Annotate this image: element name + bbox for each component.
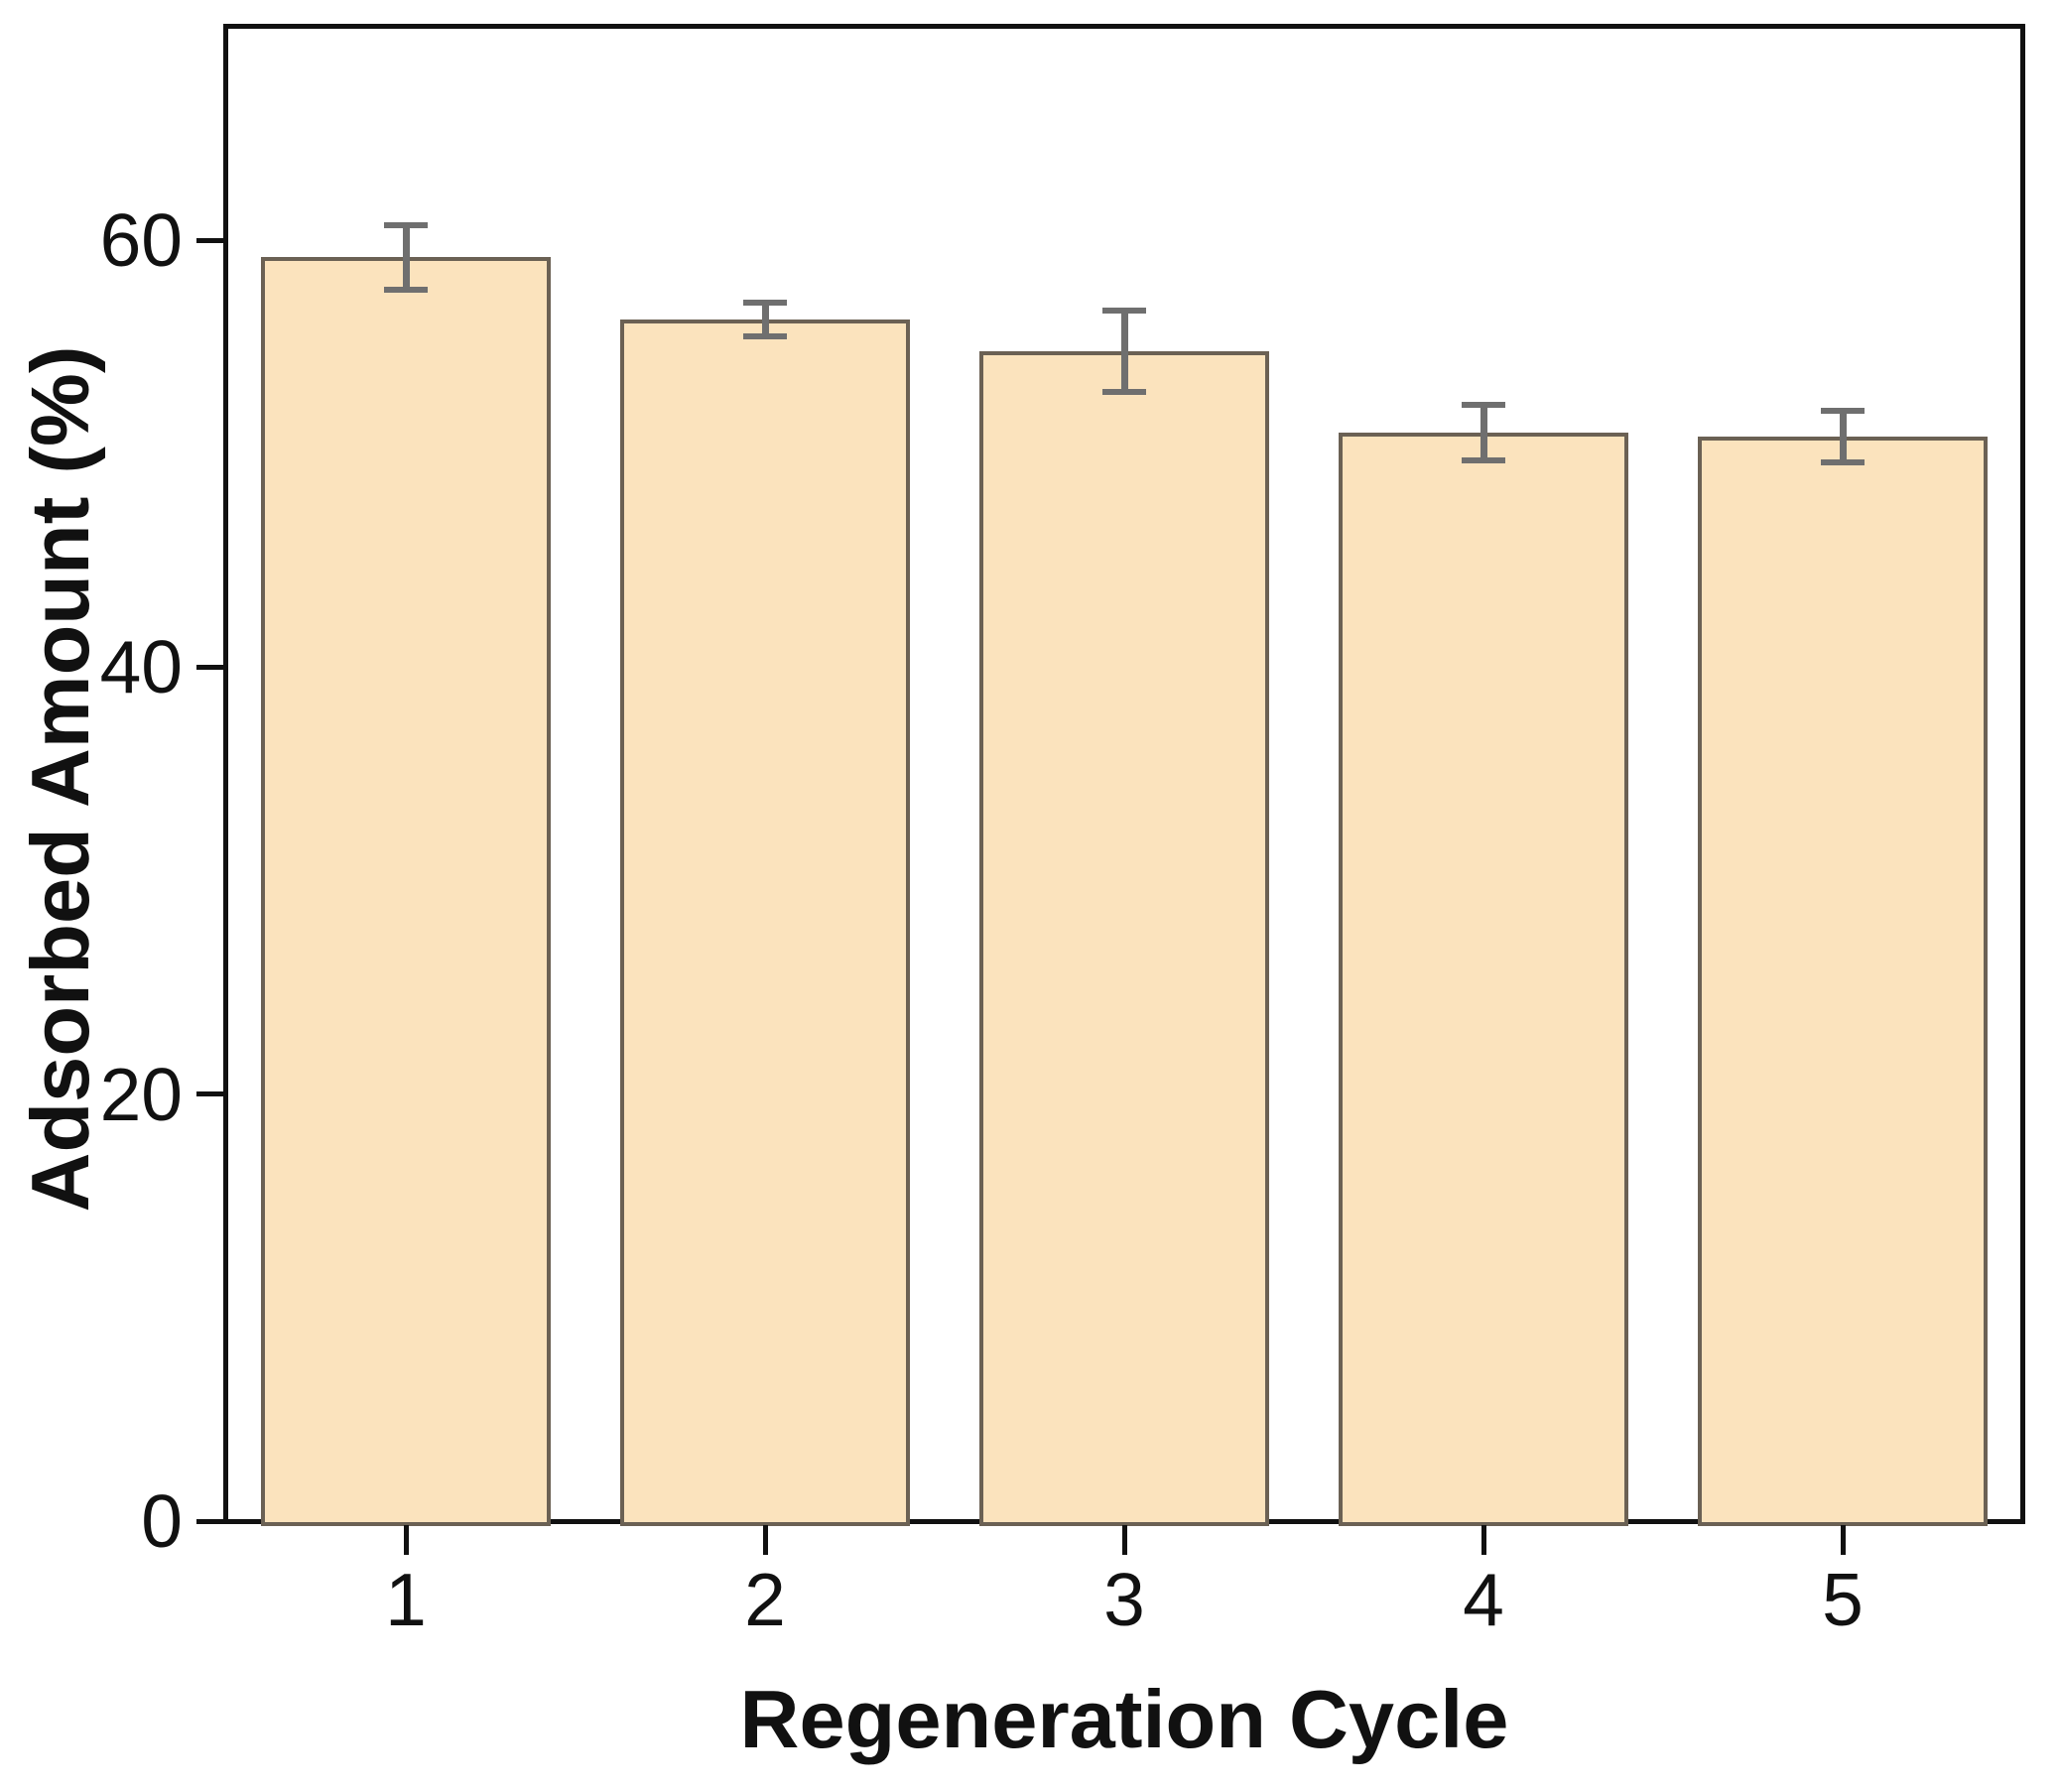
error-bar-cap-top xyxy=(743,299,787,306)
error-bar-stem xyxy=(1480,404,1487,460)
error-bar-cap-bottom xyxy=(1102,388,1146,395)
error-bar-cap-bottom xyxy=(743,332,787,339)
y-axis-tick xyxy=(196,1091,224,1097)
error-bar-cap-bottom xyxy=(1462,456,1505,463)
x-axis-tick xyxy=(1840,1525,1846,1555)
x-axis-tick xyxy=(403,1525,409,1555)
error-bar-cap-top xyxy=(1462,401,1505,408)
error-bar-cap-bottom xyxy=(1821,458,1865,465)
x-axis-tick xyxy=(1121,1525,1127,1555)
y-axis-tick xyxy=(196,237,224,243)
error-bar-cap-bottom xyxy=(384,286,428,293)
bar xyxy=(261,257,551,1526)
bar xyxy=(979,351,1269,1526)
y-axis-tick-label: 40 xyxy=(99,625,183,709)
error-bar-stem xyxy=(1120,311,1128,392)
bar xyxy=(1339,432,1628,1526)
error-bar-cap-top xyxy=(1102,308,1146,315)
error-bar-stem xyxy=(402,225,410,290)
x-axis-title: Regeneration Cycle xyxy=(739,1673,1509,1765)
x-axis-tick-label: 3 xyxy=(1103,1558,1145,1641)
x-axis-tick-label: 1 xyxy=(385,1558,427,1641)
y-axis-tick xyxy=(196,1518,224,1524)
y-axis-tick xyxy=(196,664,224,670)
x-axis-tick xyxy=(1480,1525,1486,1555)
x-axis-tick-label: 2 xyxy=(744,1558,786,1641)
bar xyxy=(620,319,910,1526)
x-axis-tick xyxy=(762,1525,768,1555)
x-axis-tick-label: 4 xyxy=(1463,1558,1504,1641)
error-bar-stem xyxy=(1839,411,1847,462)
y-axis-title: Adsorbed Amount (%) xyxy=(14,345,106,1213)
y-axis-tick-label: 20 xyxy=(99,1052,183,1136)
y-axis-tick-label: 0 xyxy=(141,1479,183,1563)
bar xyxy=(1698,437,1988,1526)
x-axis-tick-label: 5 xyxy=(1822,1558,1864,1641)
error-bar-cap-top xyxy=(1821,408,1865,415)
error-bar-cap-top xyxy=(384,222,428,229)
error-bar-stem xyxy=(761,302,769,336)
y-axis-tick-label: 60 xyxy=(99,198,183,283)
